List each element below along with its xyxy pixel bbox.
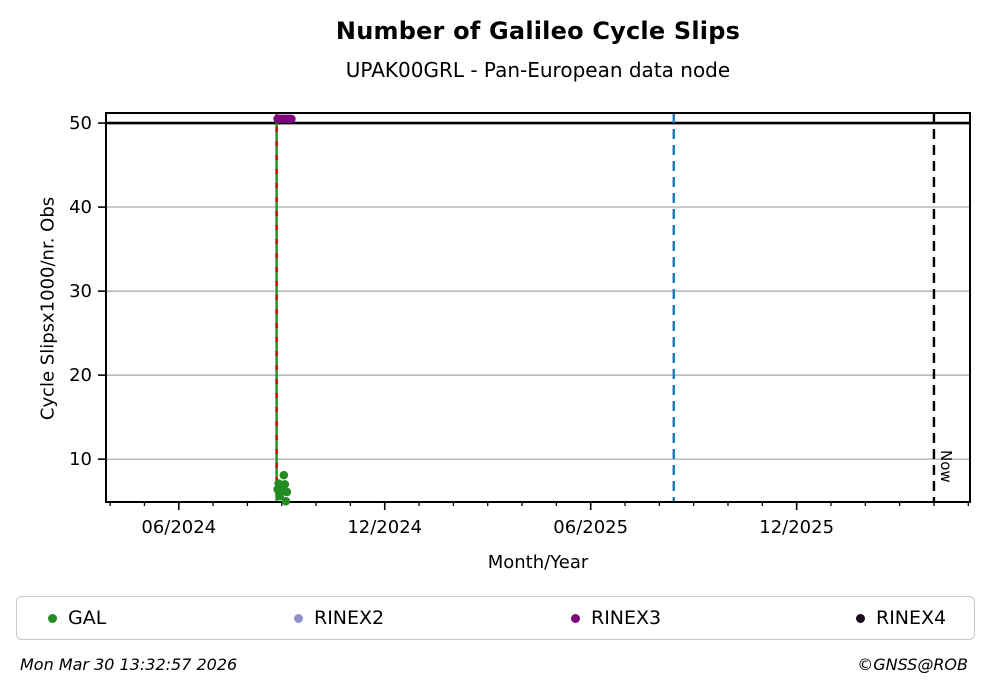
rinex3-data-point (287, 114, 296, 124)
x-axis-label: Month/Year (487, 552, 589, 573)
gal-data-point (280, 480, 290, 489)
legend-item-rinex3: RINEX3 (571, 607, 661, 629)
generation-timestamp: Mon Mar 30 13:32:57 2026 (20, 655, 238, 674)
gal-marker-icon (48, 613, 57, 623)
legend-item-rinex2: RINEX2 (294, 607, 384, 629)
rinex4-marker-icon (856, 613, 865, 623)
copyright-credit: ©GNSS@ROB (857, 655, 968, 674)
legend-item-gal: GAL (48, 607, 106, 629)
gal-data-point (279, 470, 289, 480)
x-tick-label: 12/2025 (759, 517, 834, 538)
y-tick-label: 20 (69, 365, 92, 386)
legend-label-rinex2: RINEX2 (314, 607, 385, 629)
legend-item-rinex4: RINEX4 (856, 607, 946, 629)
rinex2-marker-icon (294, 613, 303, 623)
legend-label-rinex4: RINEX4 (876, 607, 947, 629)
y-axis-label: Cycle Slipsx1000/nr. Obs (37, 196, 59, 421)
x-tick-label: 12/2024 (347, 517, 422, 538)
chart-title: Number of Galileo Cycle Slips (335, 17, 741, 45)
x-tick-label: 06/2024 (141, 517, 216, 538)
y-tick-label: 30 (69, 281, 92, 302)
legend-label-gal: GAL (68, 607, 107, 629)
now-label: Now (937, 450, 955, 483)
y-tick-label: 50 (69, 113, 92, 134)
gal-data-point (281, 496, 291, 506)
y-tick-label: 40 (69, 197, 92, 218)
chart-subtitle: UPAK00GRL - Pan-European data node (345, 58, 731, 82)
gal-data-point (282, 487, 292, 497)
x-tick-label: 06/2025 (553, 517, 628, 538)
plot-border (105, 112, 971, 503)
legend-label-rinex3: RINEX3 (591, 607, 662, 629)
rinex3-marker-icon (571, 613, 580, 623)
legend: GAL RINEX2 RINEX3 RINEX4 (16, 596, 975, 640)
y-tick-label: 10 (69, 449, 92, 470)
